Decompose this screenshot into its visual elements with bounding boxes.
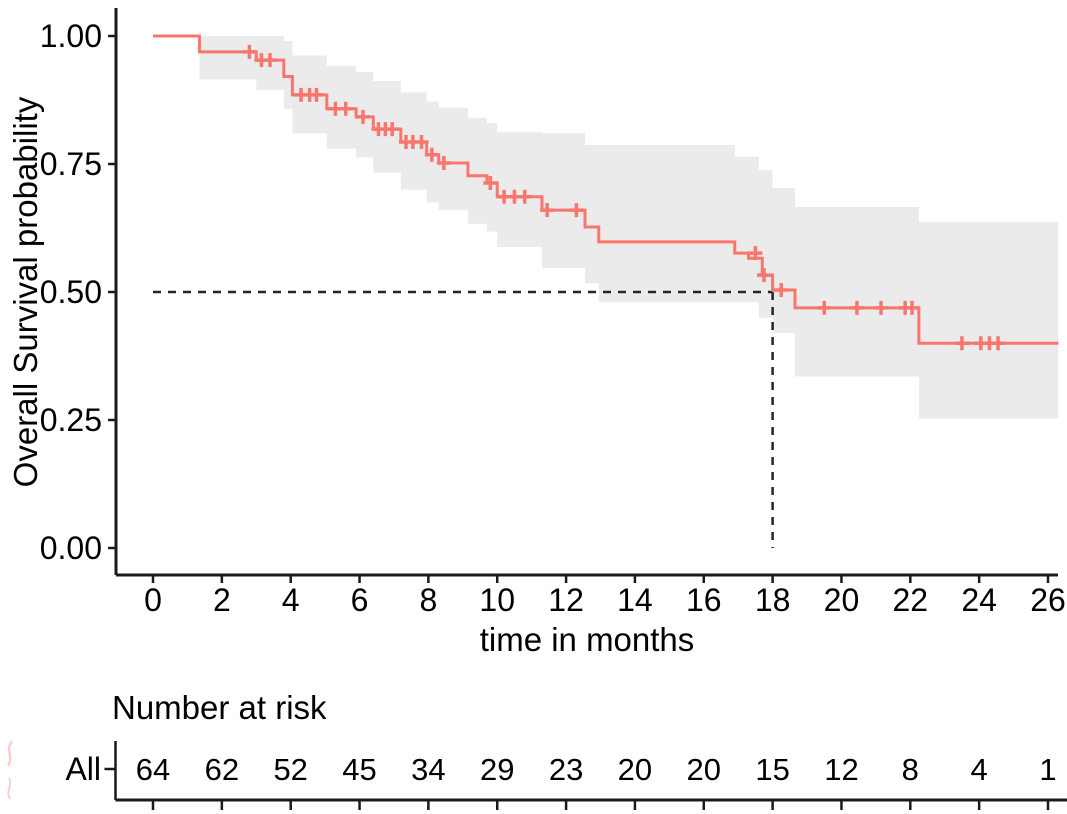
risk-value: 20 (618, 752, 652, 787)
x-axis-ticks (151, 575, 1050, 583)
y-tick-label: 0.50 (40, 274, 102, 310)
x-tick-label: 16 (686, 582, 722, 618)
x-tick-label: 2 (213, 582, 231, 618)
x-tick-label: 10 (479, 582, 515, 618)
x-tick-label: 22 (893, 582, 929, 618)
risk-value: 15 (755, 752, 789, 787)
censor-marks (242, 44, 1006, 351)
risk-bottom-ticks (151, 800, 1050, 810)
y-axis-title: Overall Survival probability (7, 96, 44, 487)
axes-layer: 0 2 4 6 8 10 12 14 16 18 20 22 24 261.000.750.500.250… (40, 8, 1066, 618)
y-tick-label: 0.00 (40, 530, 102, 566)
confidence-band-layer (199, 36, 1059, 419)
risk-row-label: All (65, 751, 101, 787)
km-survival-curve (153, 34, 1059, 345)
y-tick-label: 1.00 (40, 18, 102, 54)
risk-value: 23 (549, 752, 583, 787)
y-tick-label: 0.25 (40, 402, 102, 438)
x-axis-title: time in months (480, 621, 695, 658)
risk-value: 20 (687, 752, 721, 787)
risk-value: 12 (824, 752, 858, 787)
risk-value: 1 (1039, 752, 1056, 787)
risk-value: 45 (342, 752, 376, 787)
x-tick-label: 12 (548, 582, 584, 618)
risk-value: 34 (411, 752, 445, 787)
risk-value: 52 (273, 752, 307, 787)
risk-value: 62 (205, 752, 239, 787)
x-tick-label: 14 (617, 582, 653, 618)
y-tick-label: 0.75 (40, 146, 102, 182)
left-edge-artifact (6, 740, 14, 800)
confidence-band (199, 36, 1059, 419)
risk-value: 64 (136, 752, 170, 787)
y-axis-ticks (108, 34, 116, 550)
risk-value: 8 (902, 752, 919, 787)
median-lines-layer (153, 290, 774, 548)
x-tick-label: 8 (419, 582, 437, 618)
km-curve-layer (153, 34, 1059, 351)
x-tick-label: 26 (1030, 582, 1066, 618)
x-tick-label: 0 (144, 582, 162, 618)
x-tick-label: 18 (755, 582, 791, 618)
x-tick-label: 24 (961, 582, 997, 618)
risk-table-layer: 64 62 52 45 34 29 23 20 20 15 12 8 4 1 (104, 741, 1067, 810)
x-tick-label: 20 (824, 582, 860, 618)
x-tick-label: 6 (351, 582, 369, 618)
risk-table-title: Number at risk (112, 689, 327, 726)
x-tick-label: 4 (282, 582, 300, 618)
risk-value: 4 (971, 752, 988, 787)
risk-value: 29 (480, 752, 514, 787)
